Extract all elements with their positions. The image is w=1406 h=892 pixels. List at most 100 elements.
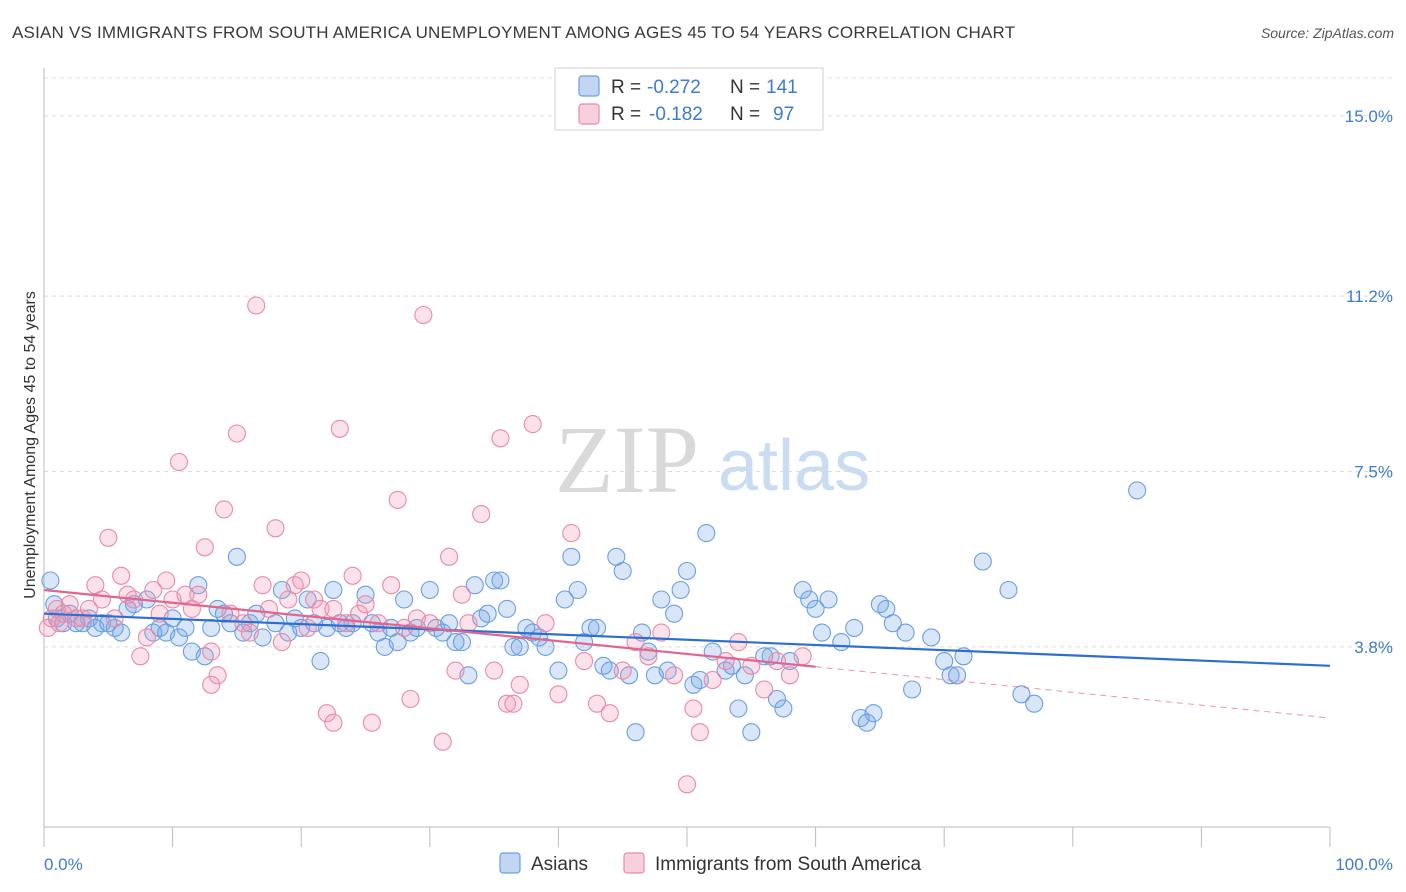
series-immigrants-points [38, 296, 812, 794]
axes [43, 68, 1331, 847]
immigrants-point-37 [266, 519, 285, 538]
immigrants-point-64 [452, 585, 471, 604]
asians-point-0 [41, 571, 60, 590]
asians-point-110 [793, 580, 812, 600]
asians-point-130 [973, 552, 992, 571]
watermark-zip: ZIP [555, 406, 699, 513]
asians-point-21 [176, 618, 195, 637]
asians-point-61 [452, 633, 471, 652]
immigrants-point-65 [459, 614, 478, 633]
asians-point-123 [896, 623, 915, 642]
top-legend-box [554, 67, 824, 131]
asians-point-94 [671, 580, 690, 600]
immigrants-point-91 [755, 680, 774, 699]
immigrants-point-82 [652, 623, 671, 642]
immigrants-point-42 [298, 618, 317, 637]
immigrants-point-46 [324, 599, 343, 618]
immigrants-point-84 [677, 775, 697, 794]
immigrants-point-16 [131, 647, 150, 666]
immigrants-point-27 [202, 642, 221, 661]
immigrants-point-88 [716, 652, 735, 671]
immigrants-point-20 [157, 571, 176, 590]
immigrants-point-57 [401, 689, 420, 709]
asians-point-66 [485, 571, 504, 590]
immigrants-point-66 [472, 505, 491, 524]
immigrants-point-36 [259, 599, 279, 618]
asians-point-107 [767, 689, 787, 709]
immigrants-point-25 [189, 585, 208, 604]
asians-point-125 [922, 628, 941, 647]
asians-point-133 [1025, 694, 1044, 713]
asians-point-98 [697, 524, 716, 543]
immigrants-point-69 [497, 694, 517, 713]
asians-point-68 [497, 599, 517, 618]
immigrants-point-55 [388, 490, 407, 509]
asians-point-101 [722, 656, 742, 675]
immigrants-point-11 [99, 528, 118, 547]
chart-source: Source: ZipAtlas.com [1261, 25, 1394, 41]
trend-lines [43, 588, 1331, 719]
immigrants-point-62 [440, 547, 459, 566]
immigrants-point-71 [510, 675, 529, 694]
asians-point-74 [536, 637, 555, 656]
y-tick-label-3: 15.0% [1345, 107, 1393, 126]
immigrants-point-45 [317, 704, 336, 723]
asians-point-30 [234, 623, 253, 642]
immigrants-point-12 [105, 609, 124, 628]
immigrants-point-68 [491, 429, 510, 448]
bottom-legend-swatch-asians [499, 852, 521, 874]
immigrants-point-52 [362, 713, 381, 732]
asians-point-75 [549, 661, 568, 680]
legend-r-value-2: -0.182 [649, 104, 703, 125]
asians-point-134 [1128, 481, 1147, 500]
immigrants-point-22 [169, 452, 189, 472]
asians-point-77 [562, 547, 581, 566]
immigrants-point-33 [240, 623, 259, 642]
legend-swatch-immigrants [578, 103, 600, 125]
asians-point-124 [903, 680, 922, 699]
legend-r-label-2: R = [611, 104, 641, 125]
immigrants-point-34 [247, 296, 266, 315]
immigrants-point-72 [523, 415, 542, 434]
asians-point-113 [812, 623, 832, 642]
asians-point-28 [221, 614, 240, 633]
asians-point-69 [504, 637, 523, 656]
immigrants-point-35 [253, 576, 272, 595]
asians-point-108 [774, 699, 793, 718]
grid-lines [44, 77, 1394, 648]
y-tick-labels: 3.8% 7.5% 11.2% 15.0% [1345, 107, 1393, 657]
immigrants-point-81 [639, 647, 658, 666]
immigrants-point-77 [587, 694, 607, 713]
watermark-atlas: atlas [718, 426, 870, 506]
asians-point-81 [587, 618, 607, 637]
asians-point-111 [800, 590, 819, 609]
asians-point-56 [420, 580, 439, 600]
legend-r-value-1: -0.272 [647, 77, 701, 98]
legend-r-label-1: R = [611, 77, 641, 98]
immigrants-point-70 [504, 694, 523, 713]
immigrants-point-73 [536, 614, 555, 633]
immigrants-point-8 [79, 599, 99, 618]
y-axis-label: Unemployment Among Ages 45 to 54 years [22, 291, 39, 599]
immigrants-point-61 [433, 732, 452, 751]
immigrants-point-40 [285, 576, 304, 595]
asians-point-131 [999, 580, 1018, 600]
asians-point-60 [446, 633, 465, 652]
bottom-legend-swatch-immigrants [623, 852, 645, 874]
asians-point-27 [214, 604, 234, 623]
bottom-legend-label-asians: Asians [531, 854, 588, 875]
asians-point-115 [832, 633, 851, 652]
bottom-legend: Asians Immigrants from South America [499, 852, 922, 875]
legend-swatch-asians [578, 75, 600, 97]
immigrants-point-92 [767, 652, 787, 671]
immigrants-point-93 [780, 666, 799, 685]
asians-point-128 [948, 666, 967, 685]
immigrants-point-41 [292, 571, 311, 590]
asians-point-132 [1012, 685, 1031, 704]
immigrants-point-85 [684, 699, 703, 718]
immigrants-point-76 [575, 652, 594, 671]
immigrants-point-95 [324, 713, 343, 732]
immigrants-point-83 [665, 666, 684, 685]
immigrants-point-78 [600, 704, 619, 723]
